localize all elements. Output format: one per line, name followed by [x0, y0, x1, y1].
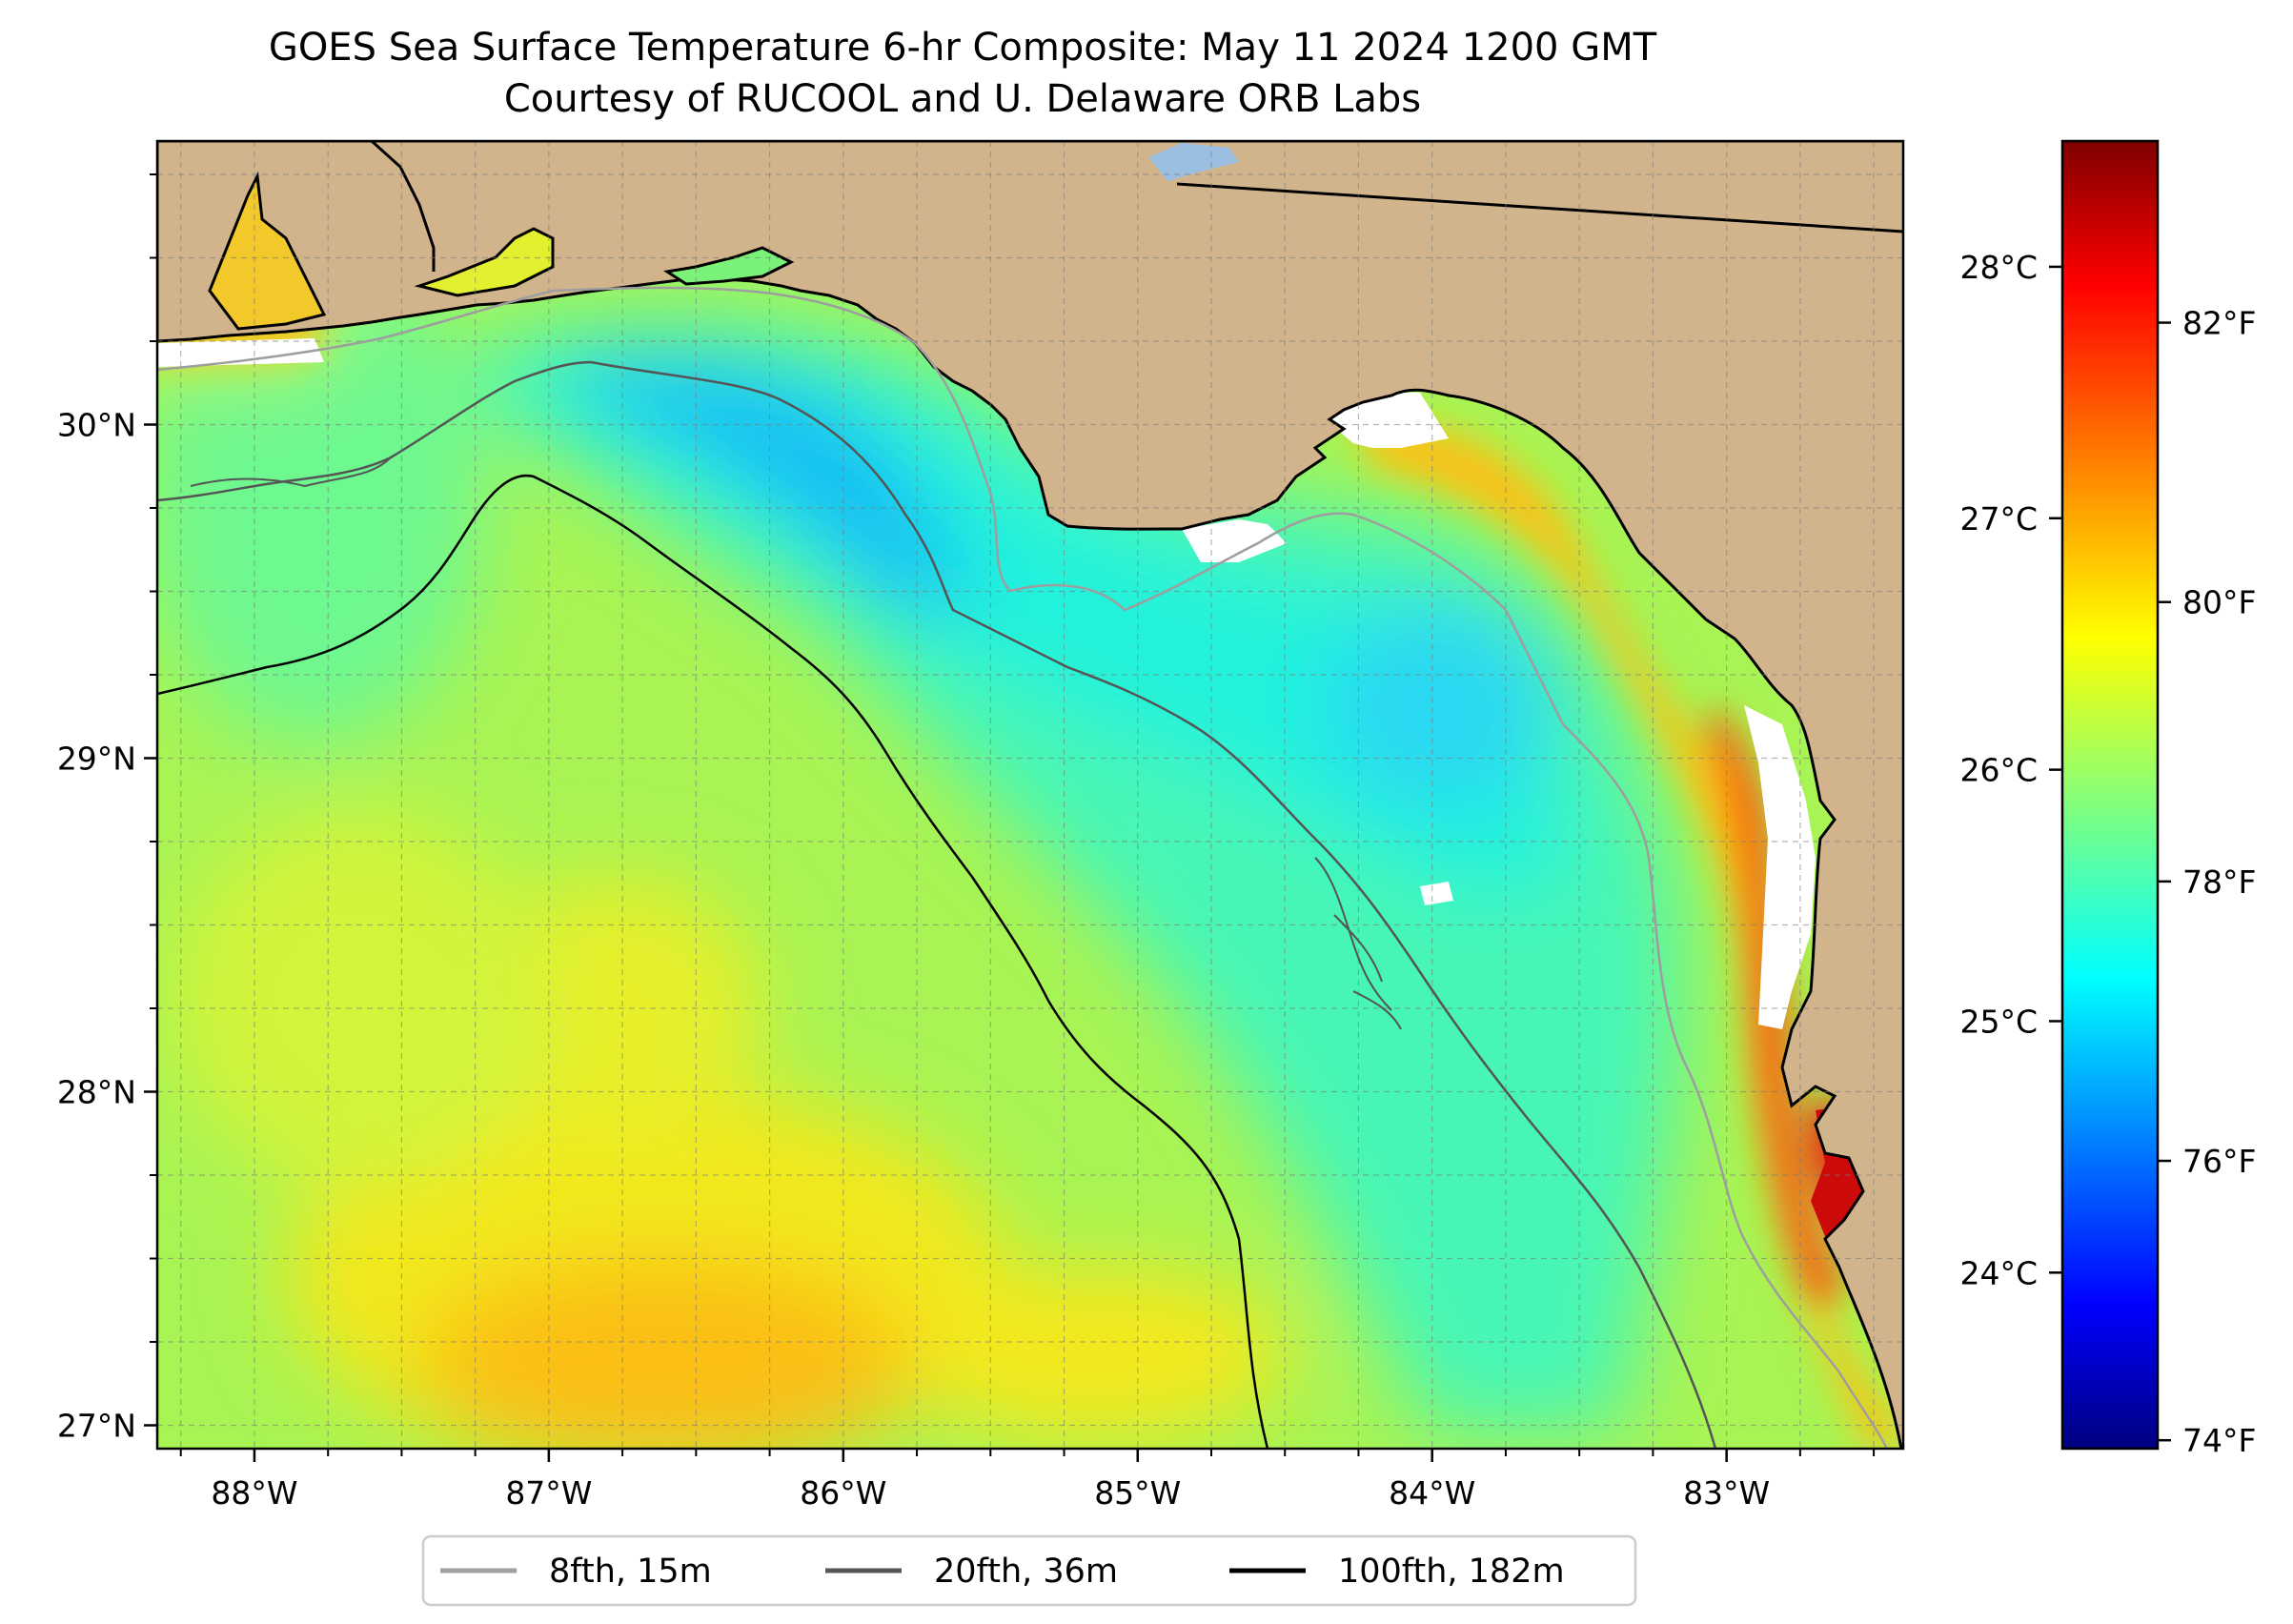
fahrenheit-tick-label: 78°F	[2182, 863, 2256, 901]
celsius-tick-label: 25°C	[1959, 1003, 2038, 1040]
legend: 8fth, 15m 20fth, 36m 100fth, 182m	[421, 1534, 1637, 1607]
lat-tick-label: 29°N	[57, 741, 136, 778]
colorbar: 28°C 27°C 26°C 25°C 24°C 82°F 80°F 78°F 76°F 74°…	[1959, 139, 2256, 1459]
st-andrews-bay	[662, 246, 795, 286]
fahrenheit-tick-label: 82°F	[2182, 305, 2256, 342]
celsius-tick-label: 26°C	[1959, 752, 2038, 789]
choctawhatchee-bay	[414, 227, 555, 297]
colorbar-celsius-axis: 28°C 27°C 26°C 25°C 24°C	[1959, 249, 2062, 1291]
lat-tick-label: 28°N	[57, 1074, 136, 1111]
state-border-ga-fl	[1176, 182, 1903, 233]
lon-tick-label: 83°W	[1683, 1474, 1770, 1512]
map-frame	[155, 139, 1905, 1451]
lon-tick-label: 84°W	[1389, 1474, 1475, 1512]
colorbar-gradient	[2062, 141, 2158, 1449]
figure-title: GOES Sea Surface Temperature 6-hr Compos…	[268, 26, 1657, 70]
sst-field	[157, 248, 1682, 1449]
lon-tick-label: 87°W	[505, 1474, 592, 1512]
lon-tick-label: 88°W	[211, 1474, 297, 1512]
legend-label-20fth: 20fth, 36m	[934, 1553, 1118, 1591]
gridlines	[157, 141, 1903, 1449]
legend-label-100fth: 100fth, 182m	[1338, 1553, 1565, 1591]
legend-box	[421, 1534, 1637, 1607]
fahrenheit-tick-label: 74°F	[2182, 1422, 2256, 1459]
contour-8fth	[157, 286, 1889, 1449]
celsius-tick-label: 28°C	[1959, 249, 2038, 286]
legend-label-8fth: 8fth, 15m	[549, 1553, 712, 1591]
figure-subtitle: Courtesy of RUCOOL and U. Delaware ORB L…	[503, 77, 1422, 121]
celsius-tick-label: 27°C	[1959, 500, 2038, 538]
contour-20fth	[157, 360, 1717, 1449]
celsius-tick-label: 24°C	[1959, 1254, 2038, 1291]
fahrenheit-tick-label: 80°F	[2182, 584, 2256, 621]
contour-100fth	[157, 474, 1269, 1449]
lon-tick-label: 85°W	[1094, 1474, 1181, 1512]
state-border-al-fl	[370, 141, 436, 272]
contour-islands	[190, 457, 1402, 1030]
colorbar-frame	[2060, 139, 2160, 1451]
inland-lake	[1148, 143, 1239, 181]
no-data-mask	[157, 338, 1816, 1067]
land-mass	[157, 141, 1903, 1449]
lon-tick-label: 86°W	[800, 1474, 886, 1512]
sst-map	[157, 141, 1903, 1449]
colorbar-fahrenheit-axis: 82°F 80°F 78°F 76°F 74°F	[2158, 305, 2256, 1459]
lat-tick-label: 30°N	[57, 407, 136, 444]
fahrenheit-tick-label: 76°F	[2182, 1143, 2256, 1180]
longitude-axis: 88°W 87°W 86°W 85°W 84°W 83°W	[179, 1449, 1876, 1512]
latitude-axis: 30°N 29°N 28°N 27°N	[57, 173, 157, 1445]
lat-tick-label: 27°N	[57, 1408, 136, 1445]
